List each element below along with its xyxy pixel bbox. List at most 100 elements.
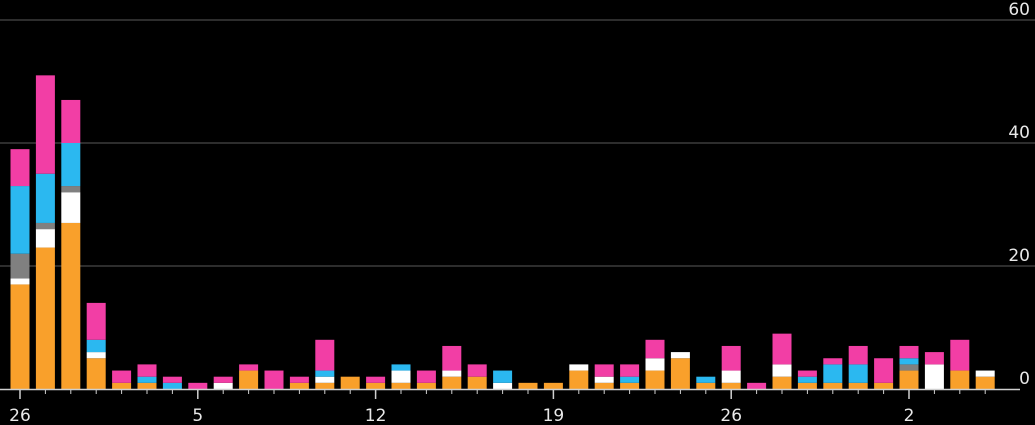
bar-segment [315, 382, 335, 389]
bar-segment [10, 149, 30, 187]
bar-segment [620, 376, 640, 383]
bar-segment [416, 382, 436, 389]
bar-segment [137, 364, 157, 377]
bar-segment [924, 352, 944, 365]
bar-segment [264, 370, 284, 389]
bar-segment [239, 364, 259, 371]
bar-segment [670, 358, 690, 389]
bar-segment [61, 222, 81, 389]
bar-segment [112, 370, 132, 383]
bar-segment [213, 382, 233, 389]
bar-segment [899, 370, 919, 389]
bar-segment [899, 364, 919, 371]
bar-segment [823, 382, 843, 389]
bar-segment [874, 358, 894, 383]
y-tick-label: 0 [1019, 369, 1030, 389]
bar-segment [289, 382, 309, 389]
bar-segment [10, 186, 30, 254]
bar-segment [35, 247, 55, 389]
bar-segment [188, 382, 208, 389]
bar-segment [442, 376, 462, 389]
bar-segment [137, 376, 157, 383]
bar-segment [924, 364, 944, 389]
x-tick-label: 5 [192, 406, 203, 425]
bar-segment [848, 382, 868, 389]
bar-segment [493, 370, 513, 383]
y-tick-label: 60 [1008, 0, 1030, 20]
bar-segment [797, 382, 817, 389]
bar-segment [594, 382, 614, 389]
bar-segment [61, 143, 81, 187]
bar-segment [594, 376, 614, 383]
bar-segment [696, 376, 716, 383]
y-axis: 0 20 40 60 [1008, 0, 1030, 389]
bar-segment [721, 370, 741, 383]
bar-segment [950, 370, 970, 389]
bar-segment [975, 370, 995, 377]
bar-segment [543, 382, 563, 389]
bar-segment [467, 376, 487, 389]
bar-segment [391, 370, 411, 383]
bar-segment [645, 370, 665, 389]
bar-segment [35, 229, 55, 248]
x-tick-label: 12 [365, 406, 387, 425]
bar-segment [950, 339, 970, 371]
bar-segment [315, 376, 335, 383]
bar-segment [823, 358, 843, 365]
bar-segment [86, 302, 106, 340]
x-tick-label: 26 [9, 406, 31, 425]
bar-segment [569, 370, 589, 389]
bar-segment [442, 345, 462, 371]
bar-segment [391, 382, 411, 389]
bar-segment [848, 364, 868, 383]
bars [10, 75, 995, 389]
bar-segment [899, 358, 919, 365]
bar-segment [315, 370, 335, 377]
bar-segment [467, 364, 487, 377]
bar-segment [416, 370, 436, 383]
bar-segment [340, 376, 360, 389]
bar-segment [848, 345, 868, 365]
bar-segment [594, 364, 614, 377]
bar-segment [670, 352, 690, 359]
bar-segment [112, 382, 132, 389]
bar-segment [61, 186, 81, 193]
bar-segment [721, 382, 741, 389]
bar-segment [35, 173, 55, 223]
x-tick-label: 19 [543, 406, 565, 425]
bar-segment [975, 376, 995, 389]
bar-segment [10, 284, 30, 389]
bar-segment [874, 382, 894, 389]
bar-segment [823, 364, 843, 383]
bar-segment [772, 364, 792, 377]
bar-segment [213, 376, 233, 383]
bar-segment [137, 382, 157, 389]
bar-segment [442, 370, 462, 377]
bar-segment [772, 376, 792, 389]
bar-segment [366, 376, 386, 383]
bar-segment [86, 352, 106, 359]
bar-segment [772, 333, 792, 365]
bar-segment [721, 345, 741, 371]
bar-segment [645, 339, 665, 359]
bar-segment [747, 382, 767, 389]
bar-segment [86, 358, 106, 389]
bar-segment [35, 222, 55, 230]
bar-segment [86, 339, 106, 353]
bar-segment [899, 345, 919, 359]
bar-segment [61, 192, 81, 223]
bar-segment [797, 376, 817, 383]
bar-segment [645, 358, 665, 371]
bar-segment [696, 382, 716, 389]
y-tick-label: 20 [1008, 246, 1030, 266]
bar-segment [366, 382, 386, 389]
bar-segment [35, 75, 55, 174]
gridlines [0, 19, 1035, 267]
bar-segment [315, 339, 335, 371]
bar-segment [10, 278, 30, 285]
bar-segment [239, 370, 259, 389]
y-tick-label: 40 [1008, 123, 1030, 143]
bar-segment [797, 370, 817, 377]
bar-segment [569, 364, 589, 371]
